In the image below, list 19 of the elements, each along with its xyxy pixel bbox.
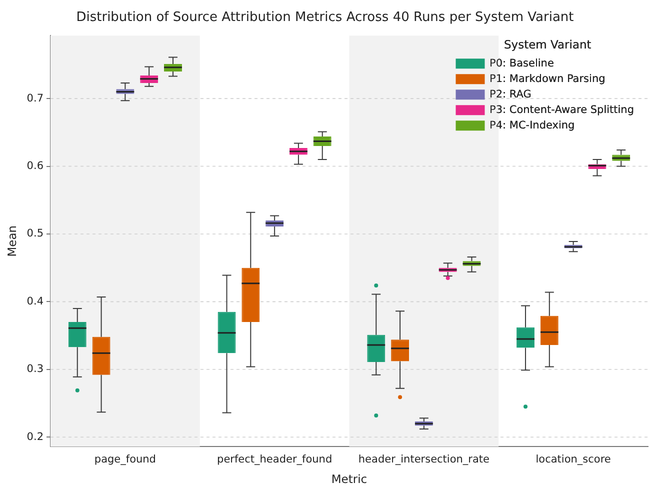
y-tick-label: 0.3	[26, 363, 44, 376]
y-tick-label: 0.7	[26, 92, 44, 104]
legend-label: P2: RAG	[489, 88, 532, 100]
x-tick-label: location_score	[536, 454, 611, 466]
legend-label: P4: MC-Indexing	[489, 119, 575, 132]
x-tick-label: page_found	[94, 454, 156, 466]
legend-label: P3: Content-Aware Splitting	[489, 104, 634, 116]
x-axis-title: Metric	[331, 472, 368, 486]
legend-title: System Variant	[504, 37, 592, 52]
legend-label: P0: Baseline	[489, 57, 554, 70]
y-tick-label: 0.6	[26, 160, 44, 172]
legend-label: P1: Markdown Parsing	[489, 72, 606, 85]
x-tick-label: header_intersection_rate	[358, 454, 490, 466]
y-tick-label: 0.4	[26, 295, 44, 308]
y-axis-title: Mean	[4, 225, 19, 257]
x-tick-label: perfect_header_found	[217, 454, 332, 466]
y-tick-label: 0.5	[26, 228, 44, 240]
y-tick-label: 0.2	[26, 430, 44, 443]
chart-title: Distribution of Source Attribution Metrics Across 40 Runs per System Variant	[76, 10, 574, 26]
